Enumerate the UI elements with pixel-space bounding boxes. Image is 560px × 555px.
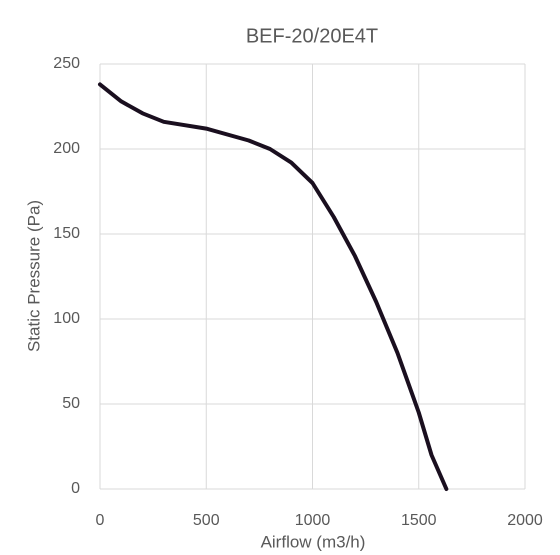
x-tick-label: 500 [193, 512, 220, 529]
y-axis-label: Static Pressure (Pa) [24, 200, 43, 352]
x-axis-label: Airflow (m3/h) [261, 532, 366, 551]
chart-title: BEF-20/20E4T [246, 25, 378, 47]
x-tick-label: 1000 [295, 512, 331, 529]
y-tick-label: 200 [53, 140, 80, 157]
data-line [98, 82, 449, 491]
y-tick-label: 150 [53, 225, 80, 242]
y-tick-label: 250 [53, 55, 80, 72]
x-tick-label: 1500 [401, 512, 437, 529]
x-tick-label: 0 [96, 512, 105, 529]
y-tick-label: 0 [71, 480, 80, 497]
x-tick-label: 2000 [507, 512, 543, 529]
y-tick-label: 50 [62, 395, 80, 412]
y-tick-label: 100 [53, 310, 80, 327]
